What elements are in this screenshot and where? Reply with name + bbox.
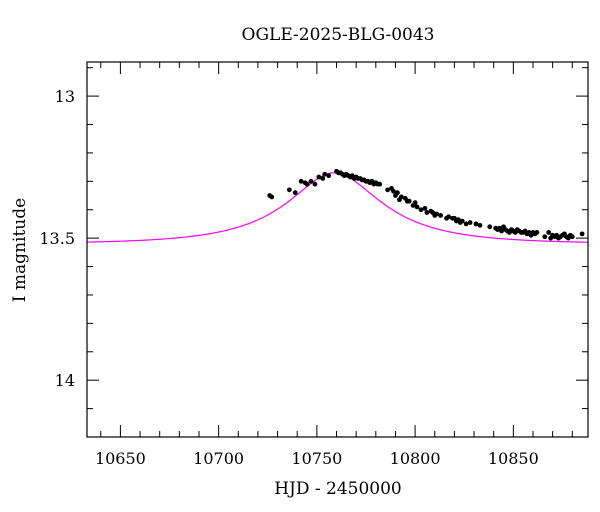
y-tick-label: 14	[55, 371, 75, 390]
data-point	[326, 173, 332, 179]
data-point	[534, 230, 540, 235]
data-point	[304, 181, 310, 187]
data-point	[398, 194, 404, 200]
plot-frame	[86, 61, 589, 438]
data-point	[269, 194, 275, 200]
data-point	[434, 211, 440, 217]
data-point	[422, 205, 428, 211]
data-point	[569, 234, 575, 240]
data-point	[467, 220, 473, 225]
data-point	[292, 190, 298, 196]
data-point	[546, 230, 552, 235]
y-axis-label: I magnitude	[10, 198, 30, 302]
data-point	[499, 228, 504, 234]
data-point	[298, 178, 304, 184]
x-tick-label: 10750	[291, 449, 342, 468]
x-axis-label: HJD - 2450000	[274, 479, 402, 499]
data-point	[473, 221, 479, 227]
data-point	[391, 188, 396, 194]
data-point	[477, 222, 483, 228]
data-point	[312, 181, 318, 187]
axis-ticks	[87, 62, 588, 438]
data-point	[418, 207, 424, 213]
data-point	[308, 178, 314, 184]
data-point	[385, 187, 390, 193]
y-tick-label: 13	[55, 87, 75, 106]
data-point	[424, 210, 430, 215]
data-point	[286, 187, 292, 193]
data-point	[316, 174, 322, 180]
data-point	[395, 190, 400, 196]
y-tick-label: 13.5	[39, 229, 75, 248]
data-point	[542, 234, 548, 240]
data-point	[320, 176, 326, 181]
x-tick-label: 10850	[488, 449, 539, 468]
data-point	[412, 200, 418, 206]
data-point	[438, 213, 444, 218]
x-tick-label: 10700	[193, 449, 244, 468]
data-point	[406, 198, 412, 204]
chart-title: OGLE-2025-BLG-0043	[242, 25, 435, 45]
data-point	[377, 181, 383, 187]
data-point	[446, 214, 451, 220]
data-point	[414, 204, 420, 210]
tick-labels: 10650 10700 10750 10800 10850 13 13.5 14	[39, 87, 538, 468]
data-point	[579, 231, 585, 237]
x-tick-label: 10800	[390, 449, 441, 468]
data-point	[487, 224, 493, 230]
data-point	[463, 221, 469, 227]
data-point	[322, 171, 328, 177]
x-tick-label: 10650	[95, 449, 146, 468]
data-point	[459, 218, 465, 224]
plot-content	[86, 168, 589, 243]
